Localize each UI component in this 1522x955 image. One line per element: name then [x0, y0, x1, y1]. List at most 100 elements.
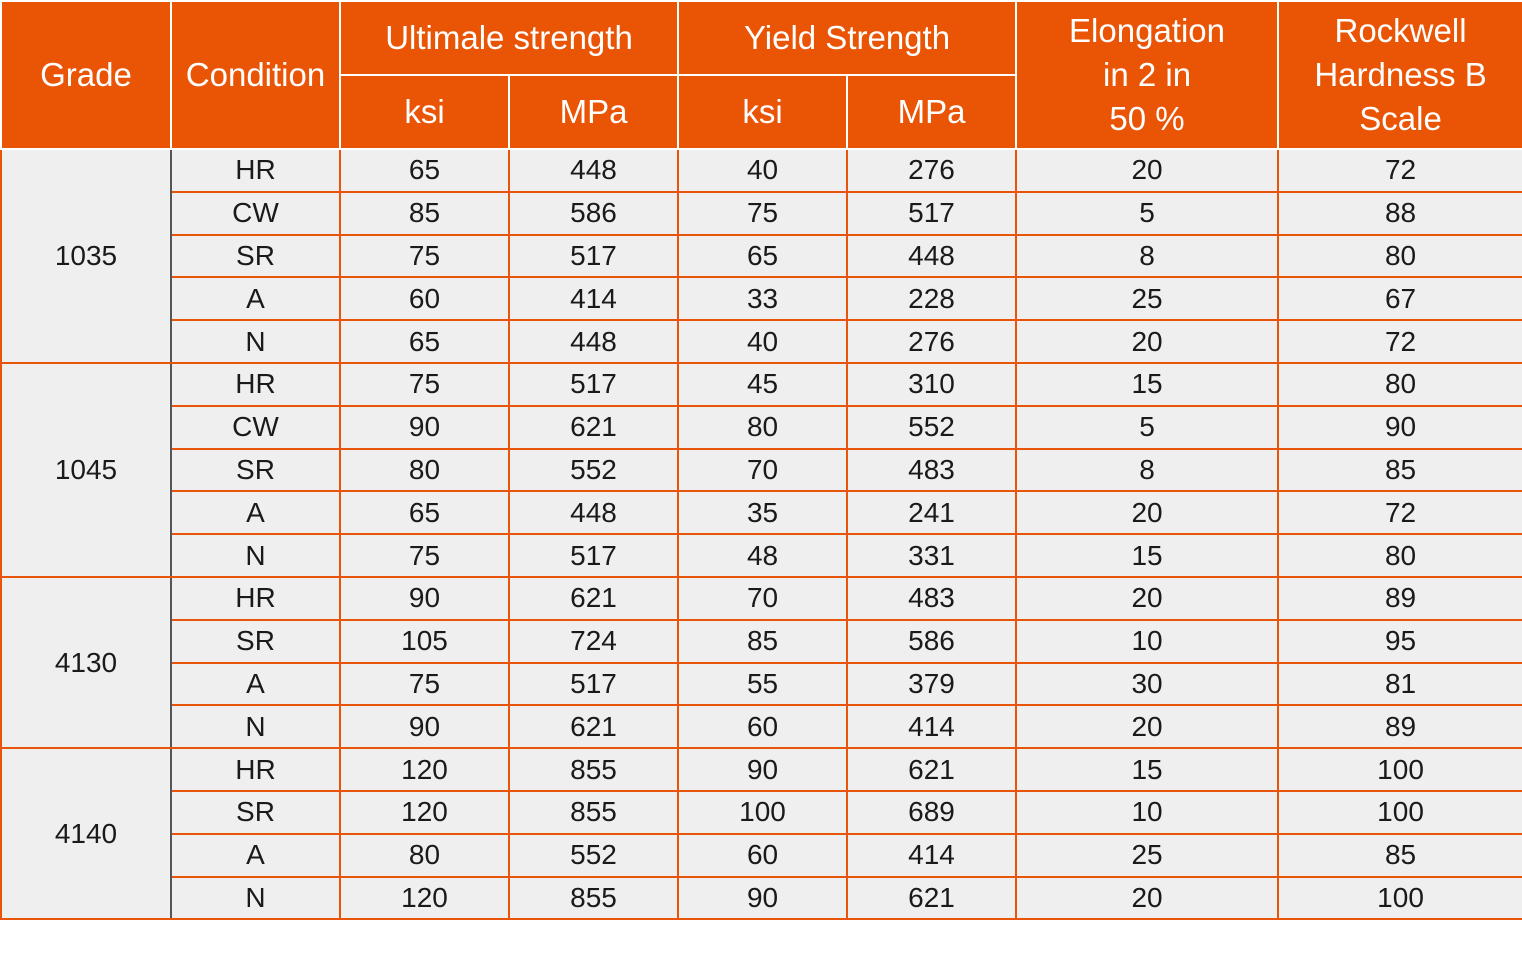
table-row: N 120 855 90 621 20 100	[1, 875, 1522, 921]
table-row: A 60 414 33 228 25 67	[1, 276, 1522, 322]
uts-mpa-header: MPa	[507, 74, 680, 150]
elongation-cell: 20	[1015, 319, 1280, 364]
table-row: A 65 448 35 241 20 72	[1, 490, 1522, 536]
elongation-cell: 15	[1015, 361, 1280, 407]
uts-ksi-cell: 105	[339, 618, 510, 664]
elongation-cell: 8	[1015, 233, 1280, 279]
ys-ksi-header: ksi	[677, 74, 849, 150]
ys-mpa-cell: 621	[846, 875, 1018, 921]
uts-ksi-cell: 85	[339, 190, 510, 236]
table-row: 1035 HR 65 448 40 276 20 72	[0, 148, 1522, 364]
elongation-cell: 30	[1015, 661, 1280, 707]
uts-mpa-cell: 517	[507, 533, 680, 578]
grade-cell: 1035	[0, 148, 172, 364]
ys-ksi-cell: 48	[677, 533, 849, 578]
hardness-cell: 72	[1277, 319, 1522, 364]
ys-mpa-cell: 310	[846, 361, 1018, 407]
ys-ksi-cell: 90	[677, 875, 849, 921]
uts-ksi-cell: 75	[339, 533, 510, 578]
table-row: SR 105 724 85 586 10 95	[1, 618, 1522, 664]
condition-cell: SR	[170, 789, 341, 835]
ys-ksi-cell: 60	[677, 832, 849, 878]
uts-mpa-cell: 855	[507, 875, 680, 921]
ys-ksi-cell: 45	[677, 361, 849, 407]
uts-ksi-cell: 120	[339, 747, 510, 792]
uts-mpa-cell: 517	[507, 361, 680, 407]
ys-mpa-cell: 483	[846, 575, 1018, 621]
elongation-cell: 10	[1015, 618, 1280, 664]
table-row: N 65 448 40 276 20 72	[1, 319, 1522, 364]
table-row: SR 80 552 70 483 8 85	[1, 447, 1522, 493]
uts-ksi-header: ksi	[339, 74, 510, 150]
uts-ksi-cell: 75	[339, 661, 510, 707]
elongation-cell: 20	[1015, 148, 1280, 193]
uts-mpa-cell: 621	[507, 404, 680, 450]
uts-mpa-cell: 586	[507, 190, 680, 236]
hardness-cell: 72	[1277, 148, 1522, 193]
steel-properties-table: Grade Condition Ultimale strength Yield …	[0, 0, 1522, 921]
ys-mpa-cell: 276	[846, 319, 1018, 364]
ultimate-strength-header: Ultimale strength	[338, 0, 680, 76]
ys-mpa-cell: 483	[846, 447, 1018, 493]
uts-ksi-cell: 75	[339, 361, 510, 407]
uts-mpa-cell: 855	[507, 789, 680, 835]
hardness-cell: 80	[1277, 233, 1522, 279]
uts-ksi-cell: 65	[339, 319, 510, 364]
table-row: 4140 HR 120 855 90 621 15 100	[0, 747, 1522, 921]
elongation-header-line-3: 50 %	[1109, 100, 1185, 137]
uts-ksi-cell: 120	[339, 875, 510, 921]
condition-cell: CW	[170, 190, 341, 236]
table-row: N 75 517 48 331 15 80	[1, 533, 1522, 578]
ys-ksi-cell: 65	[677, 233, 849, 279]
condition-cell: HR	[170, 361, 341, 407]
uts-mpa-cell: 724	[507, 618, 680, 664]
elongation-cell: 15	[1015, 747, 1280, 792]
table-row: CW 85 586 75 517 5 88	[1, 190, 1522, 236]
hardness-cell: 85	[1277, 447, 1522, 493]
ys-mpa-cell: 689	[846, 789, 1018, 835]
uts-ksi-cell: 90	[339, 404, 510, 450]
ys-mpa-cell: 331	[846, 533, 1018, 578]
condition-cell: SR	[170, 233, 341, 279]
condition-cell: SR	[170, 447, 341, 493]
hardness-cell: 85	[1277, 832, 1522, 878]
grade-header: Grade	[0, 0, 172, 150]
grade-cell: 4130	[0, 575, 172, 750]
hardness-cell: 81	[1277, 661, 1522, 707]
condition-cell: HR	[170, 747, 341, 792]
condition-cell: SR	[170, 618, 341, 664]
table-row: SR 120 855 100 689 10 100	[1, 789, 1522, 835]
uts-mpa-cell: 552	[507, 832, 680, 878]
ys-ksi-cell: 100	[677, 789, 849, 835]
ys-mpa-cell: 414	[846, 704, 1018, 750]
ys-mpa-cell: 379	[846, 661, 1018, 707]
ys-ksi-cell: 70	[677, 575, 849, 621]
uts-ksi-cell: 90	[339, 704, 510, 750]
hardness-cell: 90	[1277, 404, 1522, 450]
uts-mpa-cell: 448	[507, 490, 680, 536]
hardness-cell: 100	[1277, 875, 1522, 921]
table-row: CW 90 621 80 552 5 90	[1, 404, 1522, 450]
condition-cell: A	[170, 276, 341, 322]
table-row: N 90 621 60 414 20 89	[1, 704, 1522, 750]
ys-ksi-cell: 80	[677, 404, 849, 450]
uts-mpa-cell: 855	[507, 747, 680, 792]
ys-ksi-cell: 85	[677, 618, 849, 664]
condition-cell: CW	[170, 404, 341, 450]
ys-ksi-cell: 90	[677, 747, 849, 792]
ys-ksi-cell: 60	[677, 704, 849, 750]
ys-mpa-cell: 517	[846, 190, 1018, 236]
elongation-cell: 5	[1015, 190, 1280, 236]
condition-cell: N	[170, 319, 341, 364]
ys-mpa-cell: 414	[846, 832, 1018, 878]
ys-ksi-cell: 55	[677, 661, 849, 707]
condition-cell: N	[170, 533, 341, 578]
uts-mpa-cell: 448	[507, 148, 680, 193]
elongation-header-line-2: in 2 in	[1103, 56, 1192, 93]
table-row: A 80 552 60 414 25 85	[1, 832, 1522, 878]
ys-ksi-cell: 40	[677, 319, 849, 364]
condition-cell: HR	[170, 575, 341, 621]
ys-ksi-cell: 35	[677, 490, 849, 536]
uts-ksi-cell: 80	[339, 447, 510, 493]
uts-mpa-cell: 517	[507, 661, 680, 707]
